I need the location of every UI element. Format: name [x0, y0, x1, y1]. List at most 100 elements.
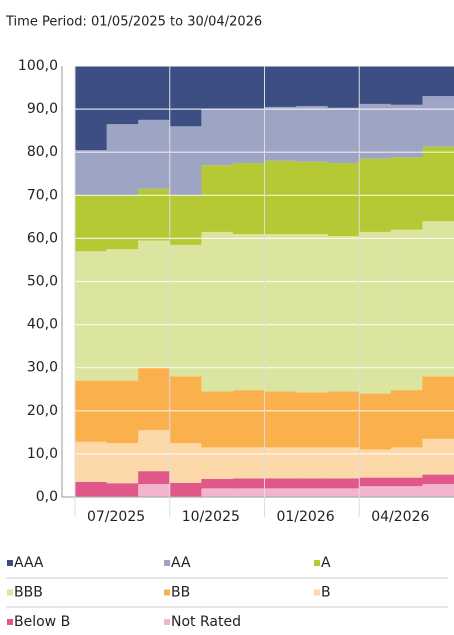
x-tick-label: 01/2026 [276, 509, 334, 525]
area-segment [422, 438, 454, 475]
area-segment [296, 66, 329, 107]
area-segment [138, 484, 171, 497]
y-tick-label: 60,0 [27, 230, 58, 246]
area-segment [201, 109, 234, 166]
area-segment [327, 162, 360, 237]
legend-swatch [314, 560, 320, 566]
y-tick-label: 20,0 [27, 403, 58, 419]
area-segment [232, 109, 265, 163]
area-segment [390, 66, 423, 105]
legend-label: BB [171, 585, 190, 601]
legend-swatch [7, 619, 13, 625]
y-tick-label: 100,0 [18, 58, 58, 74]
legend-swatch [164, 589, 170, 596]
area-segment [106, 124, 139, 196]
area-segment [75, 150, 108, 196]
legend-label: BBB [14, 585, 43, 601]
x-tick-label: 10/2025 [182, 509, 240, 525]
area-segment [422, 474, 454, 485]
y-tick-label: 90,0 [27, 101, 58, 117]
area-segment [327, 66, 360, 108]
area-segment [75, 481, 108, 497]
area-segment [264, 160, 297, 235]
area-segment [138, 430, 171, 472]
area-segment [232, 478, 265, 489]
area-segment [264, 66, 297, 107]
area-segment [359, 231, 392, 394]
area-segment [106, 443, 139, 484]
area-segment [75, 251, 108, 381]
legend-label: AAA [14, 555, 44, 571]
area-segment [327, 478, 360, 489]
area-segment [201, 165, 234, 232]
area-segment [201, 478, 234, 489]
area-segment [75, 66, 108, 151]
legend-swatch [7, 560, 13, 566]
area-segment [232, 390, 265, 448]
area-segment [169, 66, 202, 127]
area-segment [169, 244, 202, 377]
area-segment [422, 221, 454, 377]
area-segment [359, 393, 392, 450]
area-segment [296, 447, 329, 479]
y-tick-label: 0,0 [36, 489, 58, 505]
y-tick-label: 80,0 [27, 144, 58, 160]
area-segment [201, 391, 234, 448]
y-tick-label: 40,0 [27, 317, 58, 333]
area-segment [327, 488, 360, 497]
area-segment [106, 66, 139, 125]
area-segment [201, 66, 234, 110]
area-segment [390, 477, 423, 487]
area-segment [201, 447, 234, 479]
area-segment [75, 195, 108, 252]
legend-label: A [321, 555, 331, 571]
x-tick-label: 04/2026 [371, 509, 429, 525]
legend-swatch [314, 589, 320, 596]
y-tick-label: 10,0 [27, 446, 58, 462]
y-tick-label: 50,0 [27, 274, 58, 290]
y-tick-label: 70,0 [27, 187, 58, 203]
chart-title: Time Period: 01/05/2025 to 30/04/2026 [5, 15, 262, 30]
area-segment [138, 367, 171, 431]
area-segment [232, 66, 265, 110]
area-segment [390, 157, 423, 230]
area-segment [296, 478, 329, 489]
legend-swatch [164, 619, 170, 625]
area-segment [422, 66, 454, 97]
legend-label: B [321, 585, 331, 601]
area-segment [296, 392, 329, 448]
area-segment [359, 66, 392, 104]
legend-swatch [7, 589, 13, 596]
area-segment [296, 488, 329, 497]
area-segment [232, 234, 265, 391]
area-segment [264, 391, 297, 448]
area-segment [327, 236, 360, 392]
area-segment [327, 447, 360, 479]
area-segment [359, 477, 392, 487]
area-segment [201, 231, 234, 392]
area-segment [327, 391, 360, 448]
area-segment [422, 376, 454, 439]
legend-swatch [164, 560, 170, 566]
area-segment [264, 447, 297, 479]
area-segment [138, 188, 171, 241]
area-segment [106, 380, 139, 444]
area-segment [390, 447, 423, 478]
area-segment [390, 390, 423, 448]
area-segment [232, 447, 265, 479]
area-segment [75, 441, 108, 482]
area-segment [390, 104, 423, 158]
area-segment [232, 162, 265, 235]
legend-label: Not Rated [171, 614, 241, 630]
area-segment [359, 103, 392, 159]
area-segment [169, 376, 202, 444]
area-segment [138, 240, 171, 368]
area-segment [296, 234, 329, 393]
area-segment [138, 66, 171, 120]
area-segment [422, 146, 454, 222]
area-segment [390, 229, 423, 391]
area-segment [264, 478, 297, 489]
area-segment [201, 488, 234, 497]
area-segment [296, 161, 329, 235]
